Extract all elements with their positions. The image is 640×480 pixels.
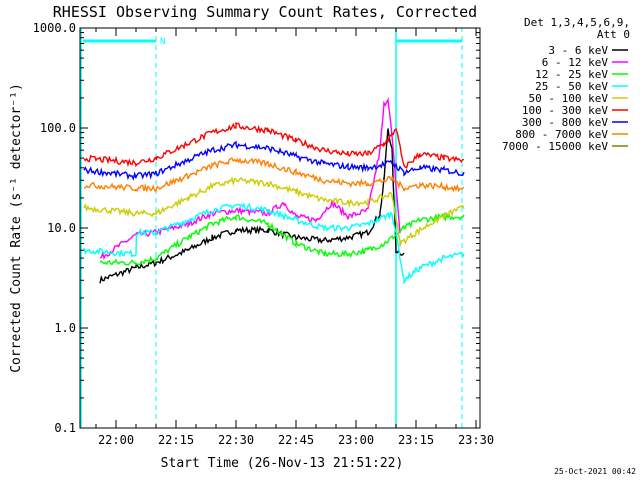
- footer-date: 25-Oct-2021 00:42: [554, 467, 636, 476]
- y-tick-label: 1000.0: [33, 21, 76, 35]
- x-tick-label: 22:00: [98, 433, 134, 447]
- y-tick-label: 100.0: [40, 121, 76, 135]
- legend-header-line-2: Att 0: [597, 28, 630, 41]
- x-axis: 22:00 22:15 22:30 22:45 23:00 23:15 23:30: [95, 28, 494, 447]
- legend-label: 300 - 800 keV: [522, 116, 608, 129]
- series-line-3: [83, 202, 465, 285]
- y-axis: 0.1 1.0 10.0 100.0 1000.0: [33, 21, 480, 435]
- y-tick-label: 0.1: [54, 421, 76, 435]
- series-line-2: [99, 213, 465, 266]
- observing-flags: N: [80, 28, 463, 428]
- legend-label: 12 - 25 keV: [535, 68, 608, 81]
- legend-label: 50 - 100 keV: [529, 92, 609, 105]
- legend-label: 3 - 6 keV: [548, 44, 608, 57]
- series-layer: [83, 97, 465, 285]
- x-tick-label: 23:15: [398, 433, 434, 447]
- y-tick-label: 1.0: [54, 321, 76, 335]
- x-tick-label: 23:00: [338, 433, 374, 447]
- legend-header-line-1: Det 1,3,4,5,6,9,: [524, 16, 630, 29]
- legend-label: 100 - 300 keV: [522, 104, 608, 117]
- chart-title: RHESSI Observing Summary Count Rates, Co…: [53, 3, 477, 21]
- legend-label: 25 - 50 keV: [535, 80, 608, 93]
- legend-label: 7000 - 15000 keV: [502, 140, 608, 153]
- x-tick-label: 22:30: [218, 433, 254, 447]
- legend-label: 800 - 7000 keV: [515, 128, 608, 141]
- series-line-6: [83, 140, 465, 181]
- series-line-5: [83, 122, 465, 169]
- series-line-0: [99, 128, 405, 284]
- y-axis-label: Corrected Count Rate (s⁻¹ detector⁻¹): [9, 83, 24, 373]
- x-tick-label: 22:45: [278, 433, 314, 447]
- legend-label: 6 - 12 keV: [542, 56, 609, 69]
- x-tick-label: 23:30: [458, 433, 494, 447]
- y-tick-label: 10.0: [47, 221, 76, 235]
- flag-label: N: [160, 37, 165, 47]
- series-line-4: [83, 176, 465, 247]
- x-axis-label: Start Time (26-Nov-13 21:51:22): [161, 456, 404, 471]
- series-line-7: [83, 157, 465, 194]
- x-tick-label: 22:15: [158, 433, 194, 447]
